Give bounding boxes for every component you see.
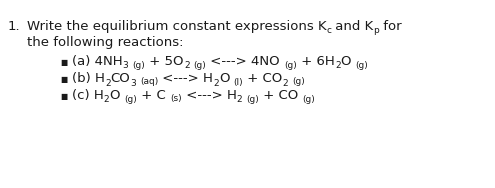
Text: 2: 2 (104, 96, 109, 105)
Text: <---> 4NO: <---> 4NO (206, 55, 280, 68)
Text: c: c (326, 26, 331, 35)
Text: 3: 3 (130, 79, 136, 87)
Text: O: O (219, 72, 230, 85)
Text: 2: 2 (105, 79, 110, 87)
Text: ■: ■ (60, 58, 67, 67)
Text: CO: CO (110, 72, 130, 85)
Text: (a) 4NH: (a) 4NH (72, 55, 123, 68)
Text: <---> H: <---> H (182, 89, 237, 102)
Text: (aq): (aq) (140, 77, 158, 86)
Text: 1.: 1. (8, 20, 21, 33)
Text: + 5O: + 5O (146, 55, 184, 68)
Text: 2: 2 (184, 61, 190, 70)
Text: ■: ■ (60, 75, 67, 84)
Text: (g): (g) (194, 61, 206, 70)
Text: the following reactions:: the following reactions: (27, 36, 183, 49)
Text: <---> H: <---> H (158, 72, 213, 85)
Text: + CO: + CO (259, 89, 298, 102)
Text: (s): (s) (170, 95, 182, 104)
Text: O: O (109, 89, 120, 102)
Text: (b) H: (b) H (72, 72, 105, 85)
Text: + C: + C (137, 89, 166, 102)
Text: (l): (l) (234, 77, 244, 86)
Text: + 6H: + 6H (297, 55, 335, 68)
Text: O: O (341, 55, 351, 68)
Text: (g): (g) (133, 61, 146, 70)
Text: (g): (g) (124, 95, 137, 104)
Text: (g): (g) (355, 61, 368, 70)
Text: (g): (g) (293, 77, 305, 86)
Text: 3: 3 (123, 61, 128, 70)
Text: (g): (g) (302, 95, 315, 104)
Text: (c) H: (c) H (72, 89, 104, 102)
Text: + CO: + CO (244, 72, 283, 85)
Text: (g): (g) (246, 95, 259, 104)
Text: Write the equilibrium constant expressions K: Write the equilibrium constant expressio… (27, 20, 326, 33)
Text: 2: 2 (335, 61, 341, 70)
Text: ■: ■ (60, 92, 67, 101)
Text: 2: 2 (213, 79, 219, 87)
Text: 2: 2 (237, 96, 242, 105)
Text: (g): (g) (284, 61, 297, 70)
Text: 2: 2 (283, 79, 288, 87)
Text: p: p (374, 26, 379, 35)
Text: and K: and K (331, 20, 374, 33)
Text: for: for (379, 20, 402, 33)
